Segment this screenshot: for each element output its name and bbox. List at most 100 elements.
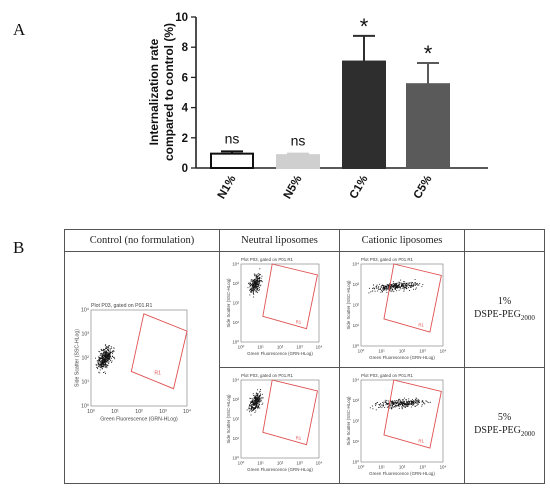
scatter-point [253,408,255,410]
scatter-point [403,403,404,404]
scatter-point [112,355,114,357]
scatter-point [416,400,418,402]
scatter-point [392,404,394,405]
scatter-point [256,399,258,401]
scatter-point [403,283,405,285]
scatter-point [255,278,257,280]
scatter-point [108,349,110,351]
scatter-point [251,285,253,286]
scatter-point [400,288,402,290]
x-tick-label: 10² [399,348,406,353]
scatter-point [99,359,100,361]
scatter-point [381,404,383,406]
scatter-point [108,354,110,356]
gate-region-r1 [383,263,442,333]
scatter-point [261,275,263,277]
scatter-point [414,402,416,404]
scatter-point [381,284,383,286]
scatter-point [108,358,109,360]
scatter-point [254,283,256,285]
scatter-point [255,286,257,288]
scatter-point [393,405,395,407]
scatter-point [254,397,256,399]
scatter-point [101,368,103,370]
scatter-point [96,364,98,366]
scatter-point [253,403,255,404]
scatter-point [394,400,396,402]
scatter-point [382,405,384,407]
scatter-point [399,401,401,403]
scatter-point [102,360,104,362]
scatter-point [413,283,415,285]
scatter-point [405,401,407,403]
scatter-point [249,405,250,407]
scatter-point [102,352,104,354]
scatter-point [259,401,261,403]
scatter-point [396,283,398,285]
scatter-point [255,399,256,401]
scatter-point [251,287,252,289]
scatter-point [99,363,101,365]
scatter-point [106,346,108,348]
scatter-point [415,397,417,399]
scatter-point [256,281,258,283]
scatter-point [101,365,102,367]
scatter-point [109,351,111,353]
scatter-point [255,410,257,412]
x-tick-label: 10⁰ [358,464,365,469]
y-tick-label: 10¹ [233,436,240,441]
scatter-point [251,290,252,292]
scatter-point [372,287,374,289]
scatter-point [103,350,105,352]
scatter-point [403,281,405,283]
x-tick-label: C1% [348,174,371,202]
scatter-point [101,358,103,359]
scatter-point [255,397,256,399]
scatter-point [390,287,392,289]
scatter-point [408,401,410,403]
scatter-point [387,402,389,404]
scatter-point [398,399,400,401]
plot-frame [360,263,444,347]
scatter-point [403,402,405,404]
scatter-point [390,401,392,403]
scatter-point [389,405,391,407]
scatter-point [250,283,252,285]
scatter-point [395,402,397,404]
scatter-point [260,399,262,401]
x-axis-label: Green Fluorescence (GRN-HLog) [369,471,435,476]
scatter-point [416,405,418,407]
scatter-point [250,405,252,407]
scatter-point [113,356,115,358]
scatter-point [258,395,260,396]
scatter-point [396,400,398,402]
y-tick-label: 10¹ [353,323,360,328]
scatter-point [253,404,255,406]
scatter-point [102,363,103,364]
y-tick-label: 10² [233,417,240,422]
scatter-point [392,289,394,291]
scatter-point [407,403,409,405]
scatter-point [384,399,386,401]
scatter-point [409,401,411,403]
scatter-point [401,399,403,401]
scatter-point [107,364,109,366]
scatter-point [390,290,392,292]
scatter-point [256,289,258,291]
scatter-point [405,283,407,285]
scatter-point [254,288,256,290]
scatter-point [102,355,104,357]
scatter-point [103,352,105,354]
scatter-point [256,282,258,284]
scatter-point [253,287,255,289]
scatter-point [380,285,382,287]
scatter-point [255,291,257,293]
scatter-point [257,389,259,391]
scatter-point [253,400,255,402]
scatter-point [392,405,393,407]
bar [276,154,320,169]
x-tick-label: 10³ [419,348,426,353]
scatter-point [398,286,400,288]
scatter-point [401,403,403,404]
y-tick-label: 10⁴ [352,262,359,267]
